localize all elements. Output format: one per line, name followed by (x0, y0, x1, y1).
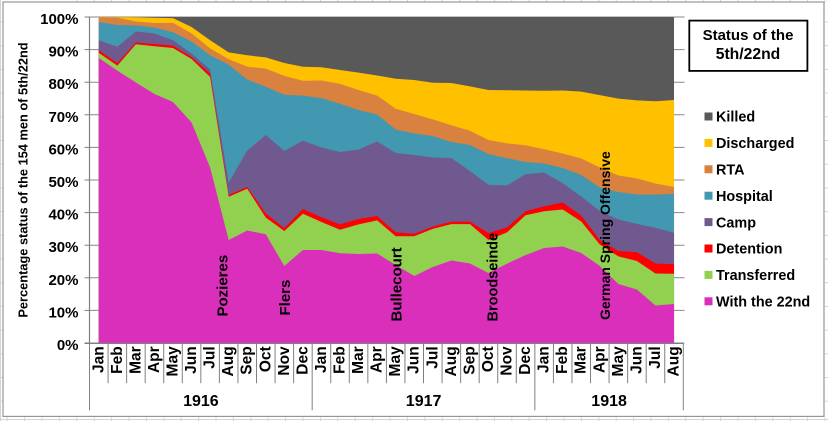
svg-text:Feb: Feb (554, 346, 571, 374)
svg-text:20%: 20% (48, 272, 78, 289)
svg-text:Aug: Aug (220, 346, 237, 376)
svg-text:Percentage status of the 154 m: Percentage status of the 154 men of 5th/… (16, 42, 31, 317)
svg-text:Jun: Jun (183, 346, 200, 374)
svg-text:Feb: Feb (332, 346, 349, 374)
svg-text:Discharged: Discharged (716, 136, 794, 152)
svg-text:With the 22nd: With the 22nd (716, 295, 810, 311)
svg-text:30%: 30% (48, 239, 78, 256)
svg-text:Nov: Nov (276, 346, 293, 376)
svg-text:90%: 90% (48, 44, 78, 61)
svg-text:Oct: Oct (480, 346, 497, 372)
svg-text:80%: 80% (48, 76, 78, 93)
svg-text:Jan: Jan (313, 346, 330, 373)
svg-text:Mar: Mar (350, 346, 367, 374)
svg-text:Bullecourt: Bullecourt (389, 247, 406, 321)
svg-text:Pozieres: Pozieres (214, 255, 231, 317)
svg-text:1918: 1918 (591, 393, 627, 410)
svg-text:Feb: Feb (109, 346, 126, 374)
svg-text:Detention: Detention (716, 242, 782, 258)
svg-text:Apr: Apr (146, 346, 163, 373)
svg-text:Mar: Mar (127, 346, 144, 374)
svg-text:Hospital: Hospital (716, 189, 773, 205)
svg-text:Dec: Dec (517, 346, 534, 375)
svg-text:Jul: Jul (202, 346, 219, 368)
svg-text:Killed: Killed (716, 110, 755, 126)
svg-text:1916: 1916 (183, 393, 219, 410)
svg-text:Sep: Sep (461, 346, 478, 374)
svg-text:Transferred: Transferred (716, 268, 795, 284)
svg-text:5th/22nd: 5th/22nd (716, 46, 781, 63)
svg-text:Jan: Jan (536, 346, 553, 373)
svg-text:Dec: Dec (294, 346, 311, 375)
svg-text:50%: 50% (48, 174, 78, 191)
svg-text:Jul: Jul (424, 346, 441, 368)
svg-text:Jun: Jun (406, 346, 423, 374)
svg-text:Jan: Jan (90, 346, 107, 373)
svg-text:70%: 70% (48, 109, 78, 126)
svg-text:Flers: Flers (277, 280, 294, 316)
svg-text:Sep: Sep (239, 346, 256, 374)
svg-text:Camp: Camp (716, 215, 756, 231)
svg-text:May: May (387, 346, 404, 377)
svg-text:Mar: Mar (573, 346, 590, 374)
svg-text:Jun: Jun (628, 346, 645, 374)
svg-text:Aug: Aug (443, 346, 460, 376)
svg-text:May: May (610, 346, 627, 377)
svg-text:40%: 40% (48, 207, 78, 224)
svg-text:Nov: Nov (499, 346, 516, 376)
svg-text:1917: 1917 (406, 393, 442, 410)
svg-text:Status of the: Status of the (703, 27, 794, 44)
svg-text:60%: 60% (48, 141, 78, 158)
svg-text:Oct: Oct (257, 346, 274, 372)
svg-text:Aug: Aug (666, 346, 683, 376)
svg-text:German Spring Offensive: German Spring Offensive (597, 151, 613, 320)
svg-text:10%: 10% (48, 304, 78, 321)
svg-text:0%: 0% (57, 337, 79, 354)
svg-text:May: May (165, 346, 182, 377)
svg-text:Apr: Apr (369, 346, 386, 373)
svg-text:Jul: Jul (647, 346, 664, 368)
svg-text:100%: 100% (40, 11, 78, 28)
svg-text:Apr: Apr (591, 346, 608, 373)
svg-text:RTA: RTA (716, 163, 745, 179)
svg-text:Broodseinde: Broodseinde (486, 233, 502, 322)
